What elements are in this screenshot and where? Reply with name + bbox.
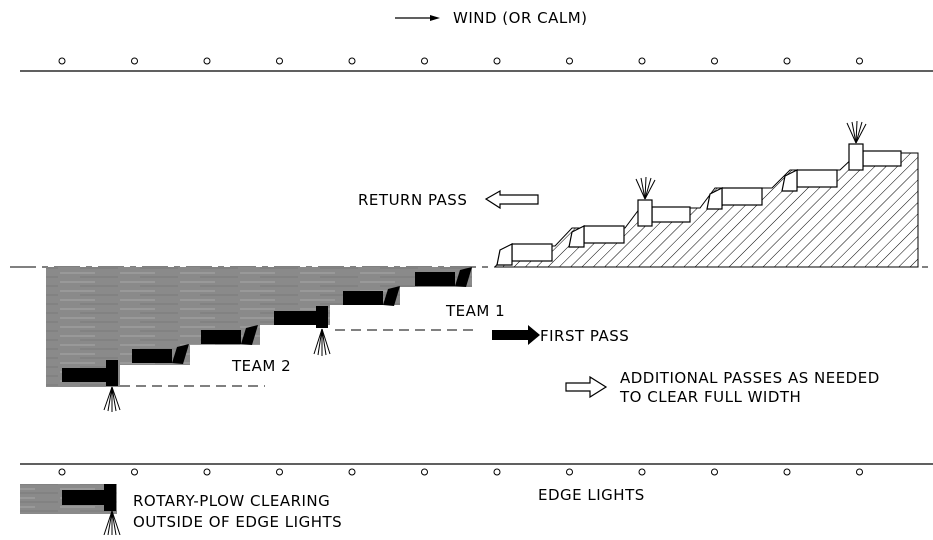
edge-light-icon bbox=[348, 468, 356, 476]
team2-plow-a bbox=[201, 325, 258, 345]
edge-light-icon bbox=[131, 468, 138, 476]
top-edge-lights bbox=[58, 57, 863, 65]
rotary-plow-legend: ROTARY-PLOW CLEARING OUTSIDE OF EDGE LIG… bbox=[20, 484, 342, 536]
return-plow-4 bbox=[706, 187, 763, 210]
rotary-legend-line2: OUTSIDE OF EDGE LIGHTS bbox=[133, 513, 342, 531]
edge-light-icon bbox=[421, 468, 428, 476]
edge-lights-label: EDGE LIGHTS bbox=[538, 486, 645, 504]
edge-light-icon bbox=[711, 57, 718, 65]
edge-light-icon bbox=[783, 468, 791, 476]
wind-indicator: WIND (OR CALM) bbox=[395, 9, 588, 27]
return-plow-2 bbox=[568, 225, 625, 248]
edge-light-icon bbox=[638, 57, 646, 65]
return-snow-plumes bbox=[635, 120, 867, 200]
additional-passes-arrow-icon bbox=[565, 375, 608, 399]
return-plow-3-rotary bbox=[637, 199, 691, 227]
edge-light-icon bbox=[276, 468, 283, 476]
edge-light-icon bbox=[203, 57, 211, 65]
bottom-edge bbox=[20, 463, 933, 476]
top-edge bbox=[20, 57, 933, 72]
edge-light-icon bbox=[783, 57, 791, 65]
first-pass-arrow-icon bbox=[492, 325, 540, 345]
team1-label: TEAM 1 bbox=[445, 302, 505, 320]
additional-passes-line1: ADDITIONAL PASSES AS NEEDED bbox=[620, 369, 880, 387]
edge-light-icon bbox=[856, 468, 863, 476]
return-pass-arrow-icon bbox=[484, 189, 539, 210]
edge-light-icon bbox=[276, 57, 283, 65]
return-plow-6-rotary bbox=[848, 143, 902, 171]
edge-light-icon bbox=[58, 468, 66, 476]
return-plow-1 bbox=[496, 243, 553, 266]
wind-arrow-head-icon bbox=[430, 15, 440, 21]
wind-label: WIND (OR CALM) bbox=[453, 9, 588, 27]
edge-light-icon bbox=[566, 57, 573, 65]
team1-plow-c-rotary bbox=[274, 306, 328, 328]
edge-light-icon bbox=[493, 468, 501, 476]
return-pass-label: RETURN PASS bbox=[358, 191, 467, 209]
legend-plow-head bbox=[104, 484, 116, 511]
edge-light-icon bbox=[421, 57, 428, 65]
edge-light-icon bbox=[348, 57, 356, 65]
team1-plow-a bbox=[415, 267, 472, 287]
first-pass-label: FIRST PASS bbox=[540, 327, 629, 345]
team-snow-plumes bbox=[103, 328, 331, 412]
rotary-legend-line1: ROTARY-PLOW CLEARING bbox=[133, 492, 330, 510]
edge-light-icon bbox=[638, 468, 646, 476]
bottom-edge-lights bbox=[58, 468, 863, 476]
legend-plow-body bbox=[62, 490, 104, 505]
team2-plow-c-rotary bbox=[62, 360, 118, 386]
edge-light-icon bbox=[203, 468, 211, 476]
return-pass-plows bbox=[496, 143, 902, 266]
edge-light-icon bbox=[711, 468, 718, 476]
team2-label: TEAM 2 bbox=[231, 357, 291, 375]
legend-snow-plume bbox=[103, 510, 121, 536]
edge-light-icon bbox=[856, 57, 863, 65]
edge-light-icon bbox=[566, 468, 573, 476]
additional-passes-line2: TO CLEAR FULL WIDTH bbox=[619, 388, 801, 406]
team2-plow-b bbox=[132, 344, 189, 364]
return-plow-5 bbox=[781, 169, 838, 192]
team1-plow-b bbox=[343, 286, 400, 306]
team-plows bbox=[62, 267, 472, 386]
edge-light-icon bbox=[58, 57, 66, 65]
edge-light-icon bbox=[493, 57, 501, 65]
edge-light-icon bbox=[131, 57, 138, 65]
